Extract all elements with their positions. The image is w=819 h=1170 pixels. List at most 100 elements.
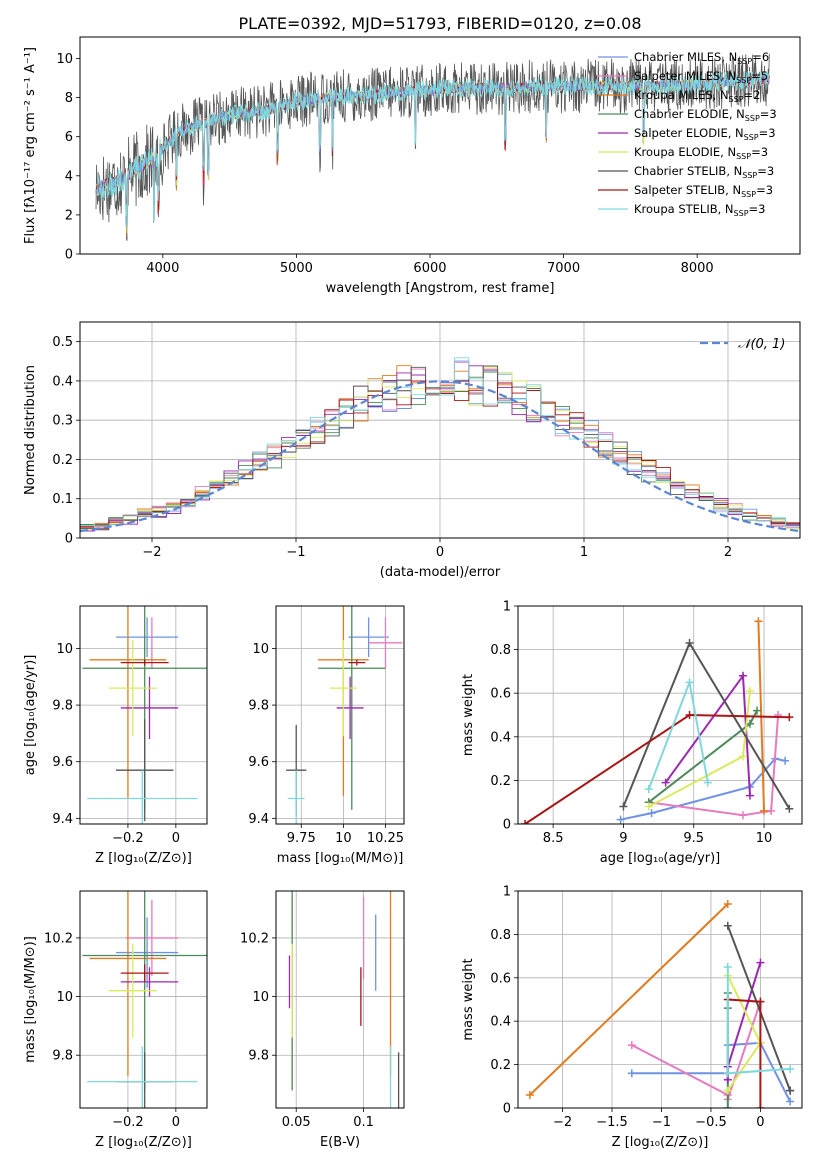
y-tick-label: 0 [65, 532, 73, 547]
legend-label: Kroupa MILES, NSSP=2 [634, 88, 761, 104]
legend: 𝒩(0, 1) [700, 337, 785, 352]
x-tick-label: 4000 [146, 261, 179, 276]
legend-subscript: SSP [736, 76, 751, 85]
weight-marker [723, 1086, 732, 1095]
weight-marker [627, 1069, 636, 1078]
weight-marker [756, 958, 765, 967]
legend-model: Kroupa MILES, N [634, 88, 729, 102]
legend-label: Chabrier MILES, NSSP=6 [634, 50, 769, 66]
x-tick-label: −0.2 [112, 831, 144, 846]
x-axis-label: (data-model)/error [380, 565, 501, 580]
weight-marker [647, 809, 656, 818]
weight-marker [785, 713, 794, 722]
y-tick-label: 0.4 [52, 374, 73, 389]
x-axis-label: E(B-V) [320, 1135, 360, 1150]
legend-model: Salpeter MILES, N [634, 69, 736, 83]
mass-vs-metallicity-panel: −0.2 0 9.8 10 10.2 Z [log₁₀(Z/Z⊙)] mass [log₁₀… [23, 890, 208, 1150]
x-tick-label: −0.5 [695, 1115, 727, 1130]
legend-model: Kroupa STELIB, N [634, 202, 734, 216]
y-tick-label: 0.4 [490, 730, 511, 745]
y-tick-label: 0.6 [490, 687, 511, 702]
legend-model: Salpeter ELODIE, N [634, 126, 744, 140]
errorbar-point [368, 617, 403, 669]
legend-eq: = [757, 164, 767, 178]
errorbar-point [348, 617, 389, 657]
grid-lines [276, 606, 404, 824]
legend-nssp: 3 [768, 126, 775, 140]
errorbar-point [87, 770, 198, 824]
y-tick-label: 10 [56, 52, 73, 67]
weight-marker [756, 1104, 765, 1108]
x-tick-label: −1 [652, 1115, 671, 1130]
legend-subscript: SSP [745, 114, 760, 123]
weight-marker [786, 1064, 795, 1073]
y-axis-label: mass [log₁₀(M/M⊙)] [23, 936, 38, 1063]
plot-frame [79, 321, 801, 539]
weight-marker [619, 802, 628, 811]
y-tick-label: 0 [503, 818, 511, 833]
y-axis-label: Flux [fλ10⁻¹⁷ erg cm⁻² s⁻¹ A⁻¹] [23, 47, 38, 244]
x-tick-label: −0.2 [112, 1115, 144, 1130]
y-tick-label: 9.4 [248, 812, 269, 827]
errorbar-point [108, 639, 157, 737]
weight-marker [760, 806, 769, 815]
y-tick-label: 0.4 [490, 1015, 511, 1030]
y-tick-label: 9.8 [248, 699, 269, 714]
x-tick-label: 8.5 [543, 831, 564, 846]
age-vs-mass-panel: 9.75 10 10.25 9.4 9.6 9.8 10 mass [log₁₀(M/M⊙)] [248, 605, 405, 866]
legend-label: Salpeter STELIB, NSSP=3 [634, 183, 773, 199]
legend-eq: = [751, 145, 761, 159]
legend-model: Salpeter STELIB, N [634, 183, 741, 197]
spectrum-line-kroupa-stelib [95, 70, 770, 228]
x-tick-label: 0.1 [353, 1115, 374, 1130]
y-axis-label: Normed distribution [23, 365, 38, 495]
x-tick-label: 9.5 [683, 831, 704, 846]
x-tick-label: 5000 [280, 261, 313, 276]
legend-label: Salpeter ELODIE, NSSP=3 [634, 126, 776, 142]
age-vs-metallicity-panel: −0.2 0 9.4 9.6 9.8 10 Z [log₁₀(Z/Z⊙)] age [log₁… [23, 605, 208, 866]
weight-marker [723, 921, 732, 930]
legend-eq: = [752, 50, 762, 64]
x-tick-label: −2 [553, 1115, 572, 1130]
y-tick-label: 8 [65, 91, 73, 106]
legend-nssp: 3 [766, 183, 773, 197]
data-marks [95, 53, 770, 241]
weight-vs-metallicity-panel: −2 −1.5 −1 −0.5 0 0 0.2 0.4 0.6 0.8 1 Z [log₁₀(Z/Z⊙… [461, 885, 803, 1150]
x-axis-label: Z [log₁₀(Z/Z⊙)] [612, 1135, 709, 1150]
errorbar-point [120, 967, 179, 997]
weight-marker [756, 997, 765, 1006]
y-tick-label: 4 [65, 169, 73, 184]
data-marks [521, 617, 794, 824]
x-tick-label: −1 [286, 545, 305, 560]
axes-frame: 8.5 9 9.5 10 0 0.2 0.4 0.6 0.8 1 age [log₁₀(age/yr… [461, 600, 803, 866]
weight-marker [745, 687, 754, 696]
weight-marker [685, 639, 694, 648]
weight-marker [754, 617, 763, 626]
weight-marker [703, 778, 712, 787]
data-marks [288, 891, 400, 1108]
errorbar-point [89, 891, 167, 1076]
axes-frame: 0.05 0.1 9.8 10 10.2 E(B-V) [240, 890, 405, 1150]
y-tick-label: 9.4 [52, 812, 73, 827]
weight-marker [786, 1086, 795, 1095]
legend-subscript: SSP [741, 190, 756, 199]
normal-reference-curve [80, 380, 800, 533]
x-tick-label: 1 [580, 545, 588, 560]
y-tick-label: 2 [65, 208, 73, 223]
x-axis-label: wavelength [Angstrom, rest frame] [326, 281, 555, 296]
plot-frame [517, 605, 803, 825]
data-marks [525, 900, 795, 1108]
errorbar-point [120, 659, 169, 666]
x-tick-label: 10.25 [367, 831, 404, 846]
y-tick-label: 0.6 [490, 971, 511, 986]
legend-model: Chabrier ELODIE, N [634, 107, 745, 121]
legend-label: Salpeter MILES, NSSP=5 [634, 69, 768, 85]
y-tick-label: 0.2 [490, 1058, 511, 1073]
mass-vs-ebv-panel: 0.05 0.1 9.8 10 10.2 E(B-V) [240, 890, 405, 1150]
weight-marker [753, 706, 762, 715]
weight-vs-age-panel: 8.5 9 9.5 10 0 0.2 0.4 0.6 0.8 1 age [log₁₀(age/yr… [461, 600, 803, 866]
legend-subscript: SSP [734, 209, 749, 218]
weight-marker [738, 671, 747, 680]
weight-marker [786, 1097, 795, 1106]
